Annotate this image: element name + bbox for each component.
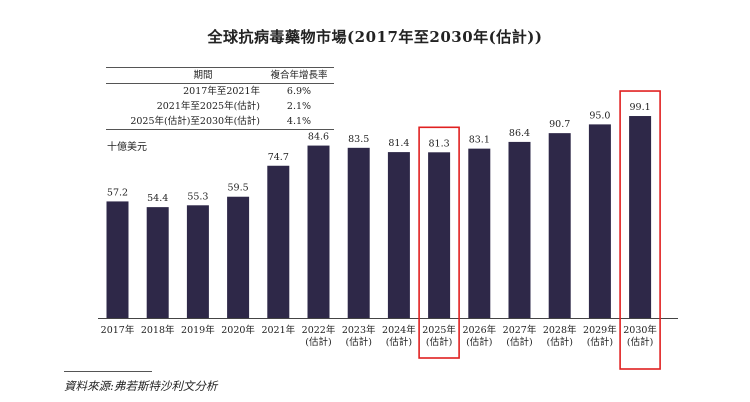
table-row: 2021年至2025年(估計) 2.1% xyxy=(106,99,334,114)
source-rule xyxy=(64,371,152,372)
bar xyxy=(468,148,491,318)
table-row: 2025年(估計)至2030年(估計) 4.1% xyxy=(106,114,334,129)
data-label: 55.3 xyxy=(187,191,208,202)
x-tick-label: (估計) xyxy=(345,336,371,348)
table-cell-period: 2021年至2025年(估計) xyxy=(156,101,260,112)
table-cell-period: 2025年(估計)至2030年(估計) xyxy=(130,116,260,127)
bar xyxy=(146,207,169,318)
data-label: 57.2 xyxy=(107,187,128,198)
x-tick-label: (估計) xyxy=(587,336,613,348)
table-header-cagr: 複合年增長率 xyxy=(270,70,328,81)
table-row: 2017年至2021年 6.9% xyxy=(106,84,334,99)
chart-title: 全球抗病毒藥物市場(2017年至2030年(估計)) xyxy=(207,28,543,46)
bar xyxy=(508,141,531,318)
x-tick-label: 2029年 xyxy=(583,324,617,336)
data-label: 84.6 xyxy=(308,132,329,143)
bar xyxy=(106,201,129,318)
x-tick-label: 2023年 xyxy=(342,324,376,336)
bar xyxy=(629,116,652,318)
data-label: 95.0 xyxy=(589,110,610,121)
data-label: 81.3 xyxy=(429,138,450,149)
x-tick-label: (估計) xyxy=(305,336,331,348)
unit-label: 十億美元 xyxy=(107,142,147,153)
x-tick-label: 2021年 xyxy=(261,324,295,336)
table-header-row: 期間 複合年增長率 xyxy=(106,68,334,83)
x-tick-label: 2025年 xyxy=(422,324,456,336)
bar xyxy=(267,165,290,318)
x-tick-label: 2017年 xyxy=(101,324,135,336)
data-label: 99.1 xyxy=(630,102,651,113)
bar xyxy=(428,152,451,318)
bar xyxy=(227,196,250,318)
x-tick-label: (估計) xyxy=(627,336,653,348)
x-tick-label: 2026年 xyxy=(462,324,496,336)
x-tick-label: 2019年 xyxy=(181,324,215,336)
data-label: 59.5 xyxy=(228,183,249,194)
bar xyxy=(186,205,209,318)
x-tick-label: (估計) xyxy=(466,336,492,348)
bar xyxy=(588,124,611,318)
x-tick-label: (估計) xyxy=(506,336,532,348)
table-cell-cagr: 6.9% xyxy=(286,86,312,97)
x-tick-label: (估計) xyxy=(546,336,572,348)
bar xyxy=(548,133,571,318)
data-label: 81.4 xyxy=(388,138,409,149)
x-tick-label: 2020年 xyxy=(221,324,255,336)
bar xyxy=(307,145,330,318)
bar xyxy=(347,147,370,318)
table-cell-cagr: 4.1% xyxy=(286,116,312,127)
x-tick-label: 2018年 xyxy=(141,324,175,336)
table-cell-cagr: 2.1% xyxy=(286,101,312,112)
source-note: 資料來源:弗若斯特沙利文分析 xyxy=(64,379,218,393)
table-bottom-rule xyxy=(106,129,334,130)
x-tick-label: 2030年 xyxy=(623,324,657,336)
data-label: 86.4 xyxy=(509,128,530,139)
data-label: 74.7 xyxy=(268,152,289,163)
highlight-box xyxy=(418,126,460,359)
table-cell-period: 2017年至2021年 xyxy=(183,86,260,97)
data-label: 83.5 xyxy=(348,134,369,145)
table-header-rule xyxy=(106,83,334,84)
x-tick-label: 2022年 xyxy=(302,324,336,336)
data-label: 90.7 xyxy=(549,119,570,130)
table-top-rule xyxy=(106,67,334,68)
x-tick-label: 2027年 xyxy=(503,324,537,336)
x-tick-label: (估計) xyxy=(386,336,412,348)
bar xyxy=(387,152,410,318)
data-label: 54.4 xyxy=(147,193,168,204)
highlight-box xyxy=(619,90,661,370)
x-tick-label: (估計) xyxy=(426,336,452,348)
table-header-period: 期間 xyxy=(193,70,213,81)
cagr-table: 期間 複合年增長率 2017年至2021年 6.9% 2021年至2025年(估… xyxy=(106,67,334,130)
data-label: 83.1 xyxy=(469,135,490,146)
x-tick-label: 2028年 xyxy=(543,324,577,336)
x-tick-label: 2024年 xyxy=(382,324,416,336)
